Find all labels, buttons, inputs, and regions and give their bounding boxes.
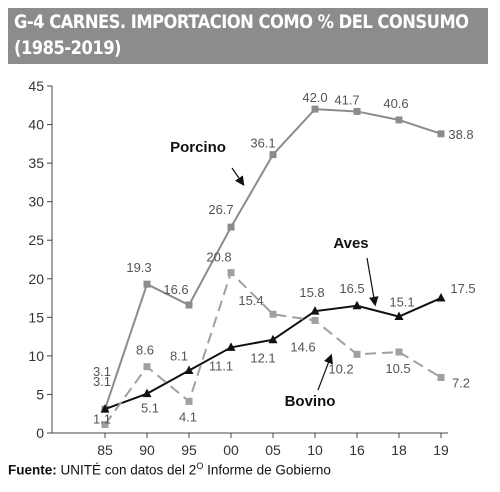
data-label-bovino: 8.6 [136,343,154,358]
y-tick-label: 20 [28,271,44,287]
series-name-aves: Aves [333,235,368,252]
data-point-aves [100,404,110,413]
source-note: Fuente: UNITÉ con datos del 2O Informe d… [8,461,331,478]
data-point-bovino [353,350,361,358]
x-tick-label: 19 [433,442,449,458]
y-tick-label: 10 [28,348,44,364]
data-label-porcino: 26.7 [208,202,233,217]
y-tick-label: 15 [28,309,44,325]
source-label: Fuente: [8,462,57,478]
series-line-bovino [104,270,442,426]
data-point-porcino [311,105,319,113]
data-label-bovino: 14.6 [290,339,315,354]
data-label-aves: 17.5 [450,281,475,296]
data-label-bovino: 15.4 [238,293,263,308]
data-label-porcino: 16.6 [163,282,188,297]
data-point-bovino [269,310,277,318]
series-name-bovino: Bovino [285,393,336,410]
data-label-bovino: 10.5 [385,361,410,376]
data-label-porcino: 19.3 [126,260,151,275]
data-label-porcino: 36.1 [250,136,275,151]
y-tick-label: 0 [36,425,44,441]
data-point-aves [352,300,362,310]
y-tick-label: 5 [36,386,44,402]
data-point-bovino [311,316,319,324]
data-point-aves [268,334,278,344]
x-tick-label: 18 [391,442,407,458]
series-name-porcino: Porcino [170,139,226,156]
data-point-aves [310,306,320,315]
data-point-porcino [227,223,235,231]
data-label-aves: 5.1 [141,401,159,416]
data-point-aves [436,293,446,302]
data-label-aves: 11.1 [209,358,233,373]
x-tick-label: 90 [139,442,155,458]
series-arrow-porcino [231,167,245,186]
data-label-porcino: 3.1 [93,374,111,389]
data-label-bovino: 7.2 [452,375,470,390]
data-label-bovino: 10.2 [328,361,353,376]
x-tick-label: 95 [181,442,197,458]
chart-subtitle: (1985-2019) [14,37,122,59]
data-label-porcino: 38.8 [448,127,473,142]
data-label-aves: 15.1 [389,295,414,310]
y-tick-label: 40 [28,117,44,133]
data-point-porcino [437,130,445,138]
data-label-aves: 15.8 [299,285,324,300]
x-tick-label: 05 [265,442,281,458]
data-point-porcino [185,301,193,309]
title-bar: G-4 CARNES. IMPORTACION COMO % DEL CONSU… [8,8,488,64]
data-point-porcino [143,280,151,288]
data-label-porcino: 41.7 [334,92,359,107]
data-label-aves: 8.1 [170,349,188,364]
source-text-after: Informe de Gobierno [203,462,331,478]
data-label-aves: 3.1 [93,364,111,379]
data-point-bovino [101,421,109,429]
data-label-aves: 12.1 [250,351,275,366]
data-label-bovino: 4.1 [179,409,197,424]
data-point-porcino [353,107,361,115]
x-tick-label: 16 [349,442,365,458]
y-tick-label: 45 [28,78,44,94]
data-label-bovino: 20.8 [206,250,231,265]
series-arrow-aves [366,257,379,307]
data-point-bovino [395,348,403,356]
source-superscript: O [196,461,204,471]
data-point-bovino [185,397,193,405]
x-tick-label: 85 [97,442,113,458]
data-point-aves [394,311,404,321]
y-tick-label: 30 [28,194,44,210]
x-tick-label: 10 [307,442,323,458]
data-point-bovino [437,373,445,381]
data-point-bovino [143,363,151,371]
source-text-before: UNITÉ con datos del 2 [56,462,197,478]
data-point-aves [142,388,152,398]
y-tick-label: 35 [28,155,44,171]
data-point-porcino [395,116,403,124]
series-arrow-bovino [317,353,333,391]
data-point-aves [226,342,236,351]
data-label-porcino: 42.0 [302,90,327,105]
y-tick-label: 25 [28,232,44,248]
chart-title: G-4 CARNES. IMPORTACION COMO % DEL CONSU… [14,11,469,33]
x-tick-label: 00 [223,442,239,458]
data-point-bovino [227,269,235,277]
data-point-aves [184,365,194,375]
data-label-aves: 16.5 [339,281,364,296]
data-point-porcino [269,151,277,159]
data-label-porcino: 40.6 [383,96,408,111]
data-label-bovino: 1.1 [93,412,111,427]
